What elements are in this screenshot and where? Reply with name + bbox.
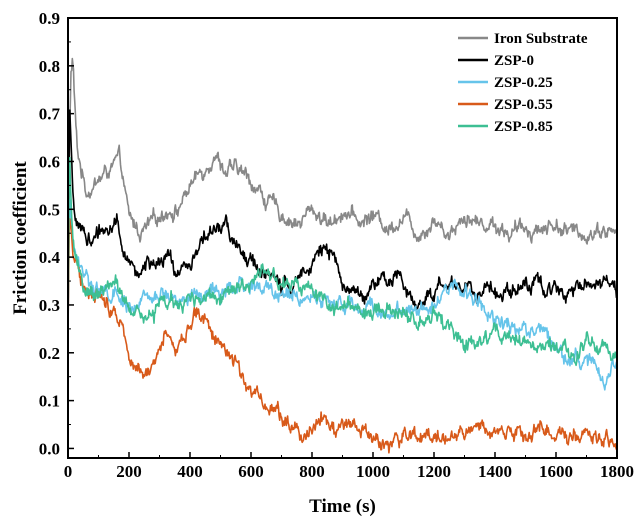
y-tick-label: 0.9 — [39, 9, 60, 28]
x-tick-label: 1600 — [539, 462, 573, 481]
legend-label: Iron Substrate — [494, 31, 588, 47]
legend-label: ZSP-0.85 — [494, 119, 553, 135]
x-tick-label: 800 — [299, 462, 325, 481]
legend-label: ZSP-0 — [494, 53, 534, 69]
y-tick-label: 0.6 — [39, 152, 60, 171]
series-line-zsp-0-55 — [69, 218, 616, 454]
y-tick-label: 0.3 — [39, 296, 60, 315]
y-tick-label: 0.0 — [39, 439, 60, 458]
legend: Iron Substrate ZSP-0 ZSP-0.25 ZSP-0.55 ZSP-0… — [458, 31, 588, 135]
y-axis-title: Friction coefficient — [10, 161, 31, 315]
series-layer — [69, 57, 616, 454]
x-tick-label: 1800 — [600, 462, 634, 481]
legend-label: ZSP-0.25 — [494, 75, 553, 91]
x-tick-label: 600 — [238, 462, 264, 481]
x-axis-title: Time (s) — [309, 496, 376, 517]
y-tick-label: 0.5 — [39, 200, 60, 219]
x-tick-label: 1000 — [356, 462, 390, 481]
y-tick-label: 0.1 — [39, 392, 60, 411]
y-tick-label: 0.4 — [39, 248, 61, 267]
x-tick-label: 1200 — [417, 462, 451, 481]
x-tick-label: 1400 — [478, 462, 512, 481]
x-tick-label: 200 — [116, 462, 142, 481]
x-tick-label: 0 — [64, 462, 73, 481]
ticks-layer: 0 200 400 600 800 1000 1200 1400 1600 1800 0.0 0.1 0… — [39, 9, 634, 481]
series-line-zsp-0 — [69, 109, 616, 317]
series-line-zsp-0-85 — [69, 156, 616, 367]
x-tick-label: 400 — [177, 462, 203, 481]
series-line-iron-substrate — [69, 57, 616, 282]
y-tick-label: 0.8 — [39, 57, 60, 76]
y-tick-label: 0.7 — [39, 105, 61, 124]
y-tick-label: 0.2 — [39, 344, 60, 363]
legend-label: ZSP-0.55 — [494, 97, 553, 113]
